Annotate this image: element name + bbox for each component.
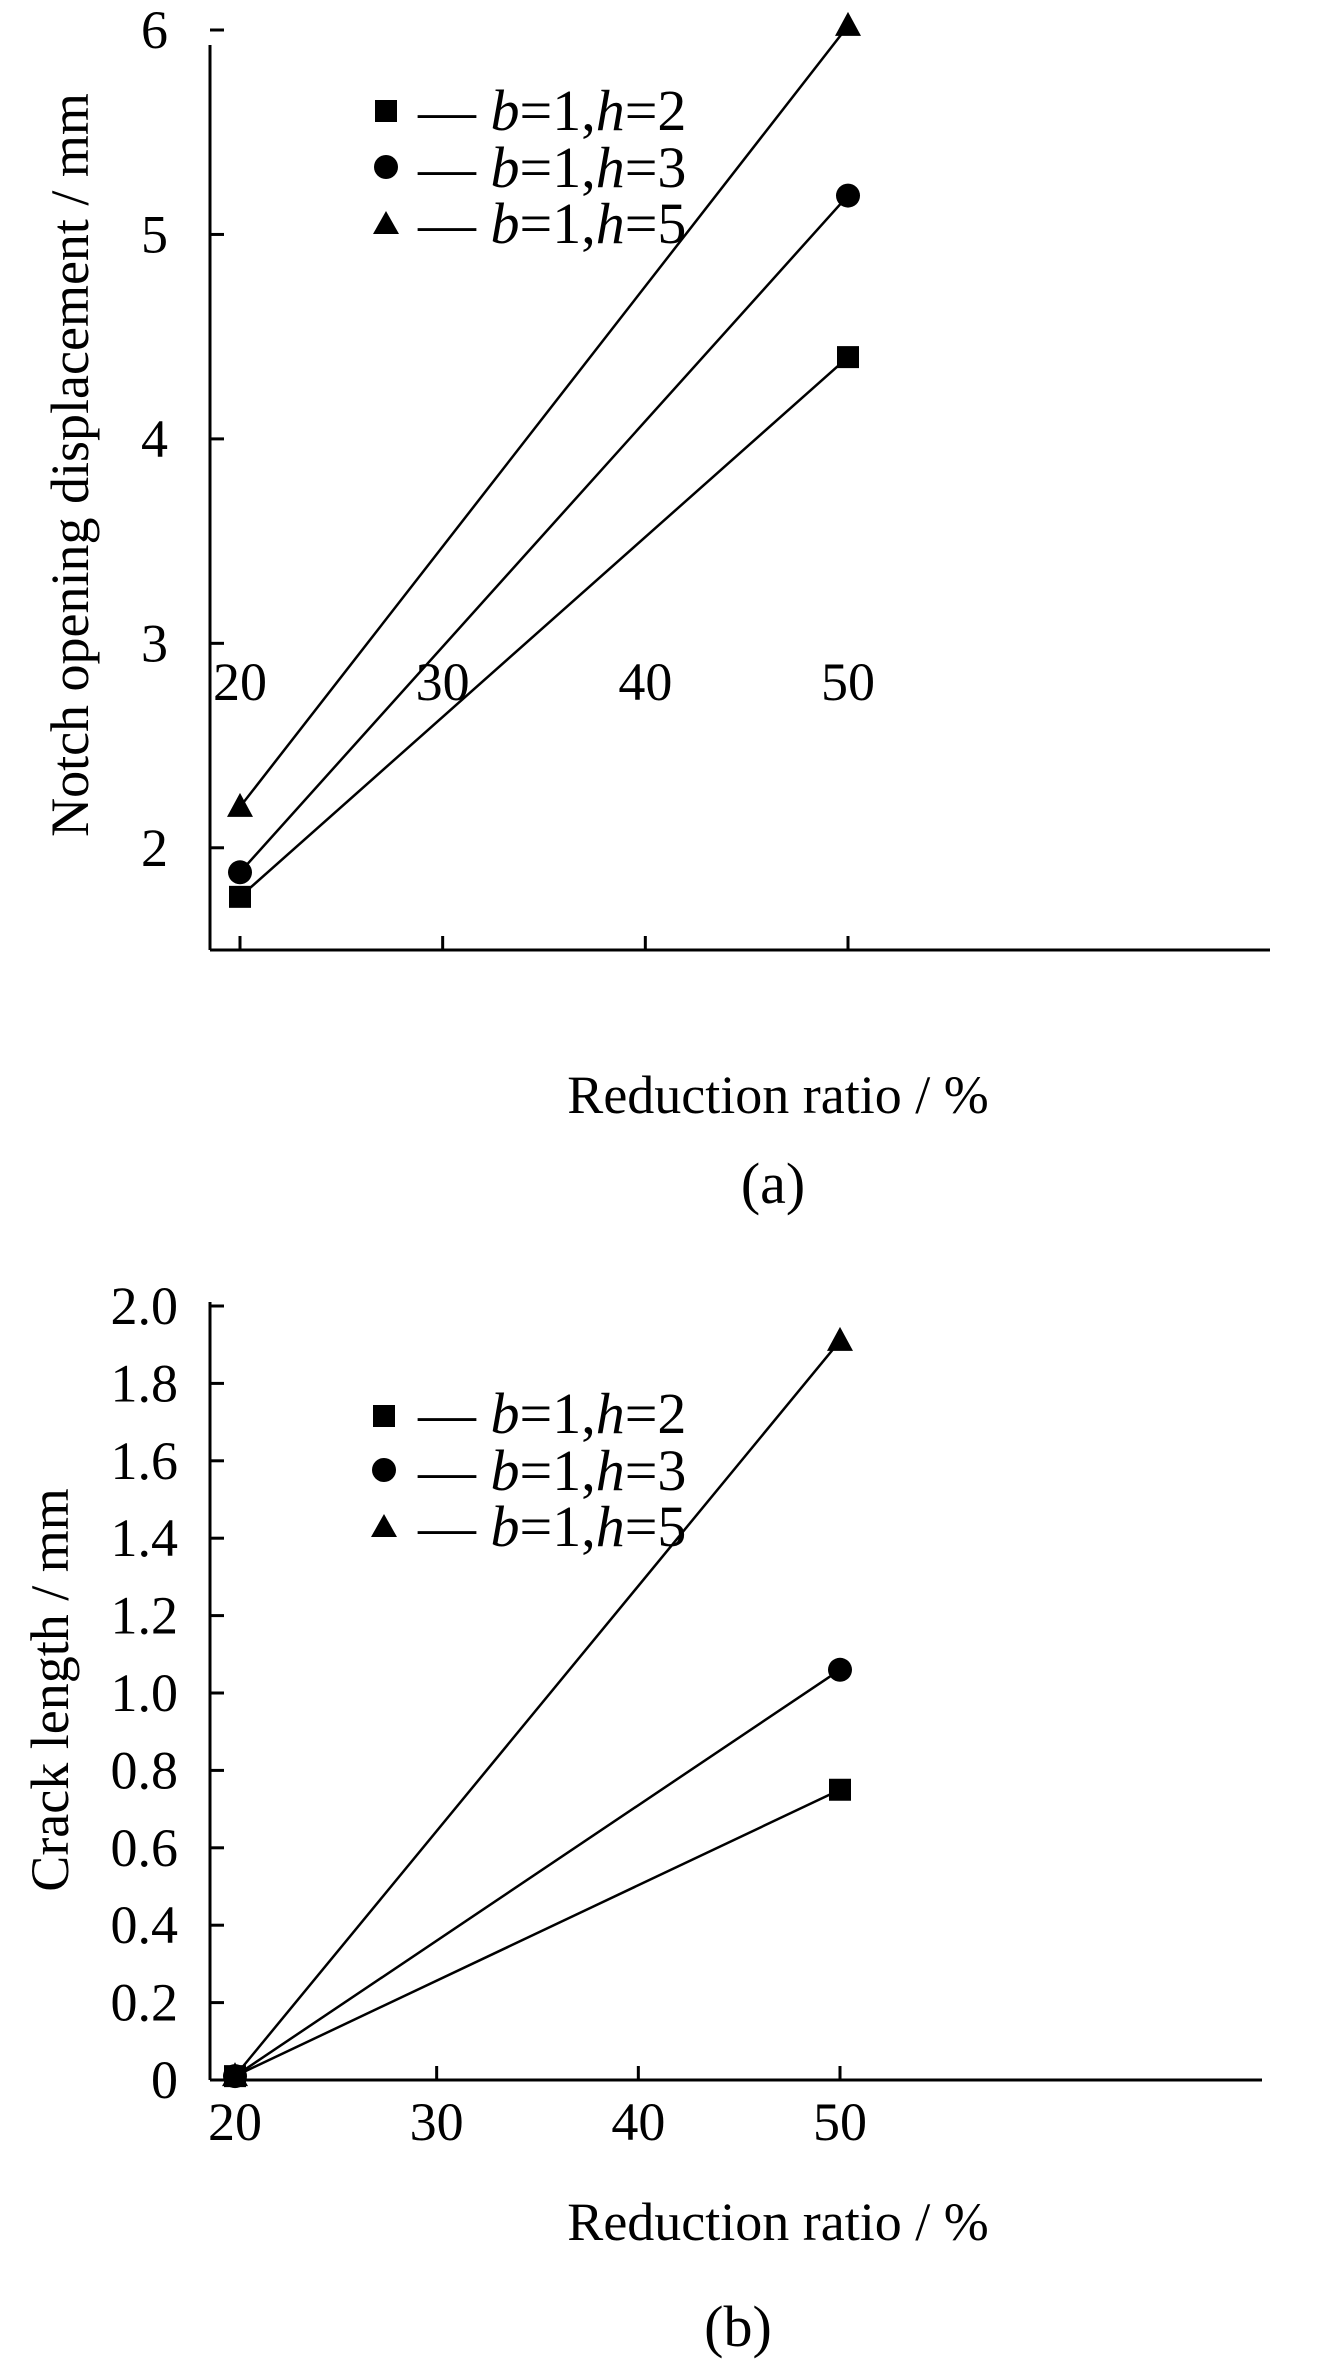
y-tick-label: 2.0 [111, 1276, 179, 1336]
panel-b-x-axis-title: Reduction ratio / % [567, 2192, 988, 2252]
panel-b-ticks: 20 30 40 50 0 0.2 0.4 0.6 0.8 1.0 1.2 1.4 1.6 1.8 2.0 [111, 1276, 868, 2152]
panel-a-markers [227, 11, 861, 908]
circle-marker [828, 1657, 852, 1682]
y-tick-label: 1.2 [111, 1586, 179, 1646]
series-line [234, 1788, 841, 2078]
series-line [234, 1668, 841, 2078]
panel-a-caption: (a) [741, 1151, 805, 1216]
x-tick-label: 40 [618, 652, 672, 712]
panel-b-legend: — b=1,h=2 — b=1,h=3 — b=1,h=5 [371, 1381, 686, 1559]
panel-a-x-axis-title: Reduction ratio / % [567, 1065, 988, 1125]
legend-square-marker [375, 100, 397, 122]
legend-triangle-marker [371, 1514, 397, 1537]
panel-b-markers [222, 1326, 853, 2089]
legend-label: — b=1,h=3 [417, 1438, 686, 1503]
legend-label: — b=1,h=5 [417, 1494, 686, 1559]
series-line [239, 194, 849, 874]
legend-entry: — b=1,h=5 [373, 191, 686, 256]
legend-label: — b=1,h=2 [417, 1381, 686, 1446]
panel-a-series-lines [239, 25, 849, 898]
triangle-marker [222, 2062, 248, 2087]
legend-label: — b=1,h=2 [417, 78, 686, 143]
legend-entry: — b=1,h=3 [374, 135, 686, 200]
legend-entry: — b=1,h=5 [371, 1494, 686, 1559]
y-tick-label: 1.6 [111, 1431, 179, 1491]
square-marker [837, 346, 859, 369]
y-tick-label: 5 [141, 204, 168, 264]
legend-square-marker [373, 1405, 395, 1427]
panel-b-series-lines [234, 1340, 841, 2078]
x-tick-label: 30 [410, 2092, 464, 2152]
y-tick-label: 0.6 [111, 1818, 179, 1878]
legend-label: — b=1,h=5 [417, 191, 686, 256]
y-tick-label: 1.4 [111, 1508, 179, 1568]
circle-marker [836, 183, 860, 208]
legend-entry: — b=1,h=2 [373, 1381, 686, 1446]
legend-circle-marker [374, 155, 398, 179]
x-tick-label: 20 [208, 2092, 262, 2152]
legend-circle-marker [372, 1458, 396, 1482]
series-line [239, 25, 849, 808]
x-tick-label: 50 [813, 2092, 867, 2152]
x-tick-label: 40 [611, 2092, 665, 2152]
y-tick-label: 0 [151, 2050, 178, 2110]
x-tick-label: 20 [213, 652, 267, 712]
y-tick-label: 3 [141, 613, 168, 673]
y-tick-label: 6 [141, 0, 168, 60]
panel-b: 20 30 40 5000.20.40.60.81.01.21.41.61.82.0 … [20, 1276, 1262, 2359]
y-tick-label: 0.4 [111, 1895, 179, 1955]
y-tick-label: 1.0 [111, 1663, 179, 1723]
legend-label: — b=1,h=3 [417, 135, 686, 200]
y-tick-label: 2 [141, 818, 168, 878]
x-tick-label: 30 [416, 652, 470, 712]
legend-entry: — b=1,h=2 [375, 78, 686, 143]
y-tick-label: 0.8 [111, 1740, 179, 1800]
panel-a-ticks: 20 30 40 50 2 3 4 5 6 [141, 0, 875, 950]
square-marker [229, 885, 251, 908]
square-marker [829, 1778, 851, 1801]
circle-marker [228, 860, 252, 885]
triangle-marker [827, 1326, 853, 1351]
triangle-marker [835, 11, 861, 36]
y-tick-label: 1.8 [111, 1353, 179, 1413]
x-tick-label: 50 [821, 652, 875, 712]
y-tick-label: 0.2 [111, 1973, 179, 2033]
panel-a: 20 30 40 50 2 3 4 5 6 Reduction ratio / % Notch … [40, 0, 1270, 1216]
panel-a-y-axis-title: Notch opening displacement / mm [40, 93, 100, 837]
legend-triangle-marker [373, 211, 399, 234]
legend-entry: — b=1,h=3 [372, 1438, 686, 1503]
series-line [239, 356, 849, 898]
triangle-marker [227, 792, 253, 817]
panel-b-y-axis-title: Crack length / mm [20, 1488, 80, 1891]
panel-b-caption: (b) [704, 2294, 772, 2359]
panel-a-legend: — b=1,h=2 — b=1,h=3 — b=1,h=5 [373, 78, 686, 256]
y-tick-label: 4 [141, 409, 168, 469]
series-line [234, 1340, 841, 2077]
